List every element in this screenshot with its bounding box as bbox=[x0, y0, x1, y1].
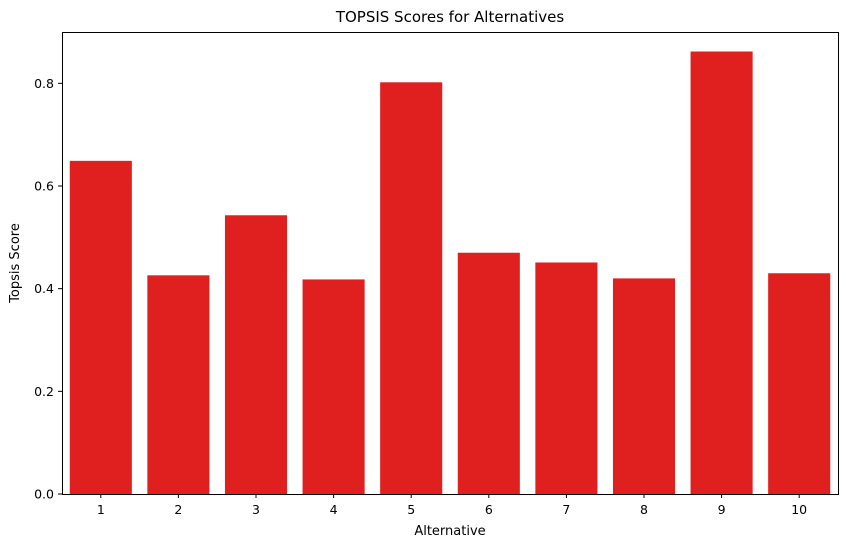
bar-1 bbox=[69, 160, 132, 494]
bar-6 bbox=[457, 252, 520, 494]
x-tick-label: 10 bbox=[791, 502, 807, 517]
bar-9 bbox=[690, 51, 753, 495]
chart-title: TOPSIS Scores for Alternatives bbox=[335, 8, 565, 26]
bar-4 bbox=[302, 279, 365, 494]
x-tick-label: 7 bbox=[562, 502, 570, 517]
y-tick-label: 0.2 bbox=[34, 384, 54, 399]
y-axis-label: Topsis Score bbox=[8, 223, 23, 304]
x-tick-label: 4 bbox=[330, 502, 338, 517]
x-tick-label: 9 bbox=[718, 502, 726, 517]
bar-8 bbox=[612, 278, 676, 494]
bar-2 bbox=[147, 275, 210, 494]
x-axis-label: Alternative bbox=[414, 524, 485, 539]
x-axis-ticks: 1 2 3 4 5 6 7 8 9 10 bbox=[97, 494, 807, 517]
y-tick-label: 0.6 bbox=[34, 179, 54, 194]
x-tick-label: 3 bbox=[252, 502, 260, 517]
x-tick-label: 8 bbox=[640, 502, 648, 517]
bar-10 bbox=[768, 273, 831, 494]
bars bbox=[69, 51, 831, 495]
y-tick-label: 0.8 bbox=[34, 76, 54, 91]
x-tick-label: 2 bbox=[174, 502, 182, 517]
bar-7 bbox=[535, 262, 598, 494]
x-tick-label: 1 bbox=[97, 502, 105, 517]
x-tick-label: 5 bbox=[407, 502, 415, 517]
bar-3 bbox=[224, 215, 288, 494]
y-tick-label: 0.4 bbox=[34, 281, 54, 296]
x-tick-label: 6 bbox=[485, 502, 493, 517]
plot-frame bbox=[62, 32, 839, 495]
y-axis-ticks: 0.0 0.2 0.4 0.6 0.8 bbox=[34, 76, 62, 502]
y-tick-label: 0.0 bbox=[34, 487, 54, 502]
bar-5 bbox=[380, 82, 443, 494]
